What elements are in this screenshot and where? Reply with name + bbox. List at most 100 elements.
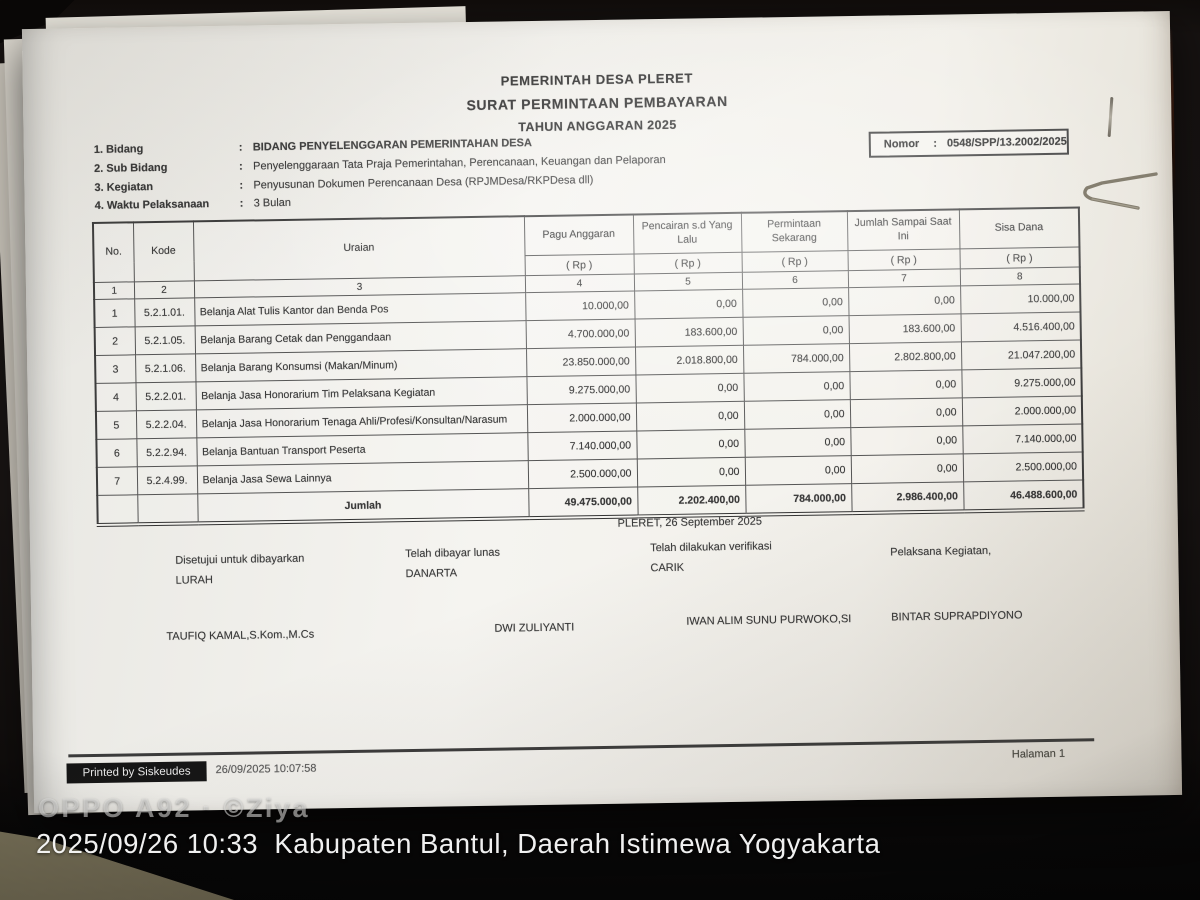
table-cell: 2.802.800,00 — [848, 341, 962, 372]
signature-role-pelaksana: Pelaksana Kegiatan, — [890, 541, 991, 563]
table-cell — [97, 494, 138, 525]
table-cell: 4.700.000,00 — [525, 318, 635, 349]
col-header-permintaan: Permintaan Sekarang — [740, 211, 848, 253]
table-cell: 5.2.1.06. — [135, 353, 196, 383]
col-header-jumlah-sampai: Jumlah Sampai Saat Ini — [846, 209, 960, 251]
table-cell: 183.600,00 — [848, 313, 961, 344]
table-cell: 0,00 — [849, 397, 963, 428]
signature-name: IWAN ALIM SUNU PURWOKO,SI — [686, 613, 852, 628]
signature-role-line: Disetujui untuk dibayarkan — [175, 552, 305, 567]
table-cell: 0,00 — [742, 315, 849, 346]
payment-table-body: 1 5.2.1.01. Belanja Alat Tulis Kantor dan … — [94, 283, 1084, 525]
table-cell: 0,00 — [744, 455, 852, 486]
table-cell: 2.500.000,00 — [527, 458, 638, 489]
table-cell: 784.000,00 — [742, 343, 850, 374]
table-cell: 784.000,00 — [745, 483, 852, 515]
payment-table: No. Kode Uraian Pagu Anggaran Pencairan … — [91, 206, 1085, 527]
table-cell: 23.850.000,00 — [525, 346, 636, 377]
table-cell: 5.2.2.01. — [135, 381, 196, 411]
signature-role-lurah: Disetujui untuk dibayarkan LURAH — [175, 549, 305, 591]
table-cell — [137, 493, 198, 525]
table-cell: 7 — [96, 466, 138, 496]
table-cell: 0,00 — [635, 373, 744, 403]
table-cell: 5.2.1.01. — [134, 297, 195, 327]
signature-role-line: DANARTA — [405, 567, 458, 581]
meta-value-bidang: BIDANG PENYELENGGARAN PEMERINTAHAN DESA — [252, 137, 532, 154]
table-cell: 49.475.000,00 — [528, 486, 638, 519]
col-number: 1 — [93, 281, 135, 300]
meta-colon: : — [238, 141, 243, 154]
table-cell: 2.202.400,00 — [637, 485, 746, 517]
table-cell: 0,00 — [634, 289, 743, 319]
table-cell: 0,00 — [742, 287, 849, 318]
table-cell: 0,00 — [850, 425, 963, 456]
col-number: 5 — [633, 272, 743, 291]
col-header-no: No. — [92, 222, 134, 283]
meta-label-kegiatan: 3. Kegiatan — [94, 181, 154, 194]
nomor-colon: : — [933, 137, 938, 150]
table-cell: 2 — [94, 326, 136, 356]
meta-colon: : — [239, 160, 243, 173]
col-header-pencairan: Pencairan s.d Yang Lalu — [632, 212, 742, 254]
table-cell: 0,00 — [848, 285, 961, 316]
col-number: 6 — [741, 270, 849, 290]
signature-role-line: Telah dilakukan verifikasi — [650, 540, 772, 555]
table-cell: 21.047.200,00 — [960, 339, 1082, 370]
col-header-sisa: Sisa Dana — [958, 207, 1080, 249]
table-cell: 2.000.000,00 — [526, 402, 637, 433]
document-page: PEMERINTAH DESA PLERET SURAT PERMINTAAN … — [21, 11, 1183, 813]
signature-role-line: CARIK — [650, 561, 685, 575]
col-header-pagu: Pagu Anggaran — [523, 214, 634, 256]
nomor-value: 0548/SPP/13.2002/2025 — [946, 135, 1067, 150]
footer-divider — [68, 738, 1095, 758]
printed-at-timestamp: 26/09/2025 10:07:58 — [215, 762, 317, 777]
table-cell: 2.500.000,00 — [962, 451, 1084, 482]
signature-name: BINTAR SUPRAPDIYONO — [891, 609, 1023, 624]
rp-label: ( Rp ) — [741, 250, 848, 273]
signature-role-line: LURAH — [175, 574, 213, 587]
col-number: 4 — [524, 273, 635, 293]
col-number: 8 — [959, 266, 1081, 286]
table-cell: 6 — [96, 438, 137, 468]
table-cell: 7.140.000,00 — [527, 430, 637, 461]
nomor-label: Nomor — [883, 137, 920, 151]
table-cell: 5.2.4.99. — [136, 465, 198, 495]
table-cell: 0,00 — [635, 401, 745, 431]
table-cell: 5.2.1.05. — [134, 325, 196, 355]
meta-label-waktu: 4. Waktu Pelaksanaan — [94, 198, 210, 212]
table-cell: 0,00 — [744, 427, 851, 458]
timestamp-watermark: 2025/09/26 10:33 Kabupaten Bantul, Daera… — [36, 828, 881, 859]
table-cell: 4.516.400,00 — [960, 311, 1081, 342]
col-number: 2 — [133, 280, 195, 299]
table-cell: 5.2.2.94. — [136, 437, 197, 467]
table-cell: 9.275.000,00 — [961, 367, 1082, 398]
signature-role-line: Pelaksana Kegiatan, — [890, 544, 992, 559]
table-cell: 0,00 — [743, 399, 851, 430]
table-cell: 5 — [95, 410, 137, 440]
signature-name: DWI ZULIYANTI — [494, 621, 575, 635]
table-cell: 0,00 — [850, 453, 964, 484]
table-cell: 0,00 — [636, 457, 746, 487]
camera-watermark: OPPO A92 · ©Ziya — [38, 793, 310, 823]
table-cell: 2.018.800,00 — [634, 345, 744, 375]
table-cell: 0,00 — [743, 371, 850, 402]
table-cell: 183.600,00 — [634, 317, 743, 347]
paperclip-icon — [1083, 172, 1158, 210]
col-header-kode: Kode — [132, 221, 194, 282]
signature-role-danarta: Telah dibayar lunas DANARTA — [405, 543, 500, 584]
meta-colon: : — [239, 179, 244, 192]
table-cell: 46.488.600,00 — [963, 479, 1084, 512]
signature-name: TAUFIQ KAMAL,S.Kom.,M.Cs — [166, 628, 315, 643]
rp-label: ( Rp ) — [847, 248, 960, 271]
table-cell: 10.000,00 — [960, 283, 1081, 314]
table-cell: 5.2.2.04. — [135, 409, 197, 439]
table-cell: 4 — [95, 382, 136, 412]
table-cell: Jumlah — [197, 488, 529, 524]
col-header-uraian: Uraian — [192, 216, 525, 281]
table-cell: 10.000,00 — [525, 290, 635, 321]
table-cell: 9.275.000,00 — [526, 374, 636, 405]
meta-value-kegiatan: Penyusunan Dokumen Perencanaan Desa (RPJ… — [253, 174, 594, 192]
signature-role-carik: Telah dilakukan verifikasi CARIK — [650, 536, 772, 578]
table-cell: 0,00 — [636, 429, 745, 459]
